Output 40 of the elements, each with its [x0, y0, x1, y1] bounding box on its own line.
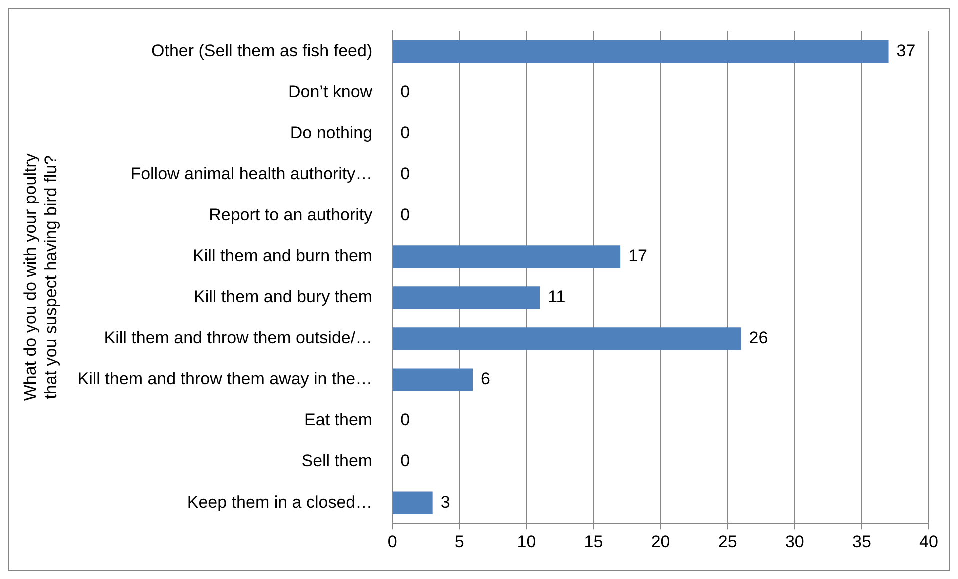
- data-label: 37: [896, 41, 916, 60]
- data-label: 0: [400, 452, 410, 471]
- data-label: 26: [749, 328, 768, 348]
- bar: [393, 246, 621, 268]
- data-label: 0: [400, 410, 410, 430]
- bar: [393, 492, 433, 514]
- data-label: 6: [481, 370, 491, 389]
- x-tick-label: 30: [785, 532, 804, 552]
- x-tick-label: 35: [852, 532, 872, 552]
- y-tick-label: Eat them: [304, 410, 373, 430]
- x-tick-label: 15: [584, 532, 604, 552]
- bar: [393, 286, 540, 310]
- x-tick-label: 0: [388, 532, 398, 552]
- data-label: 0: [400, 164, 410, 184]
- data-label: 0: [400, 206, 410, 225]
- bar: [393, 40, 889, 63]
- y-tick-label: Kill them and burn them: [193, 246, 373, 266]
- y-tick-label: Kill them and throw them away in the…: [78, 370, 373, 389]
- bar: [393, 368, 474, 392]
- data-label: 0: [400, 82, 410, 102]
- data-label: 17: [628, 246, 648, 266]
- y-tick-label: Don’t know: [288, 82, 374, 102]
- y-tick-label: Report to an authority: [209, 206, 374, 225]
- y-tick-label: Other (Sell them as fish feed): [152, 41, 373, 60]
- y-tick-label: Kill them and throw them outside/…: [104, 328, 373, 348]
- data-label: 0: [400, 123, 410, 142]
- data-label: 11: [548, 288, 566, 307]
- x-tick-label: 10: [517, 532, 536, 552]
- x-tick-label: 40: [920, 532, 938, 552]
- bar: [393, 328, 742, 350]
- data-label: 3: [440, 492, 450, 512]
- y-tick-label: Keep them in a closed…: [187, 492, 373, 512]
- x-tick-label: 20: [651, 532, 670, 552]
- y-axis-title: What do you do with your poultry that you suspect having bird flu?: [20, 153, 60, 402]
- y-tick-label: Follow animal health authority…: [130, 164, 373, 184]
- y-tick-label: Kill them and bury them: [194, 288, 373, 307]
- y-tick-label: Do nothing: [290, 123, 373, 142]
- x-tick-label: 25: [718, 532, 738, 552]
- x-tick-label: 5: [454, 532, 464, 552]
- y-tick-label: Sell them: [302, 452, 373, 471]
